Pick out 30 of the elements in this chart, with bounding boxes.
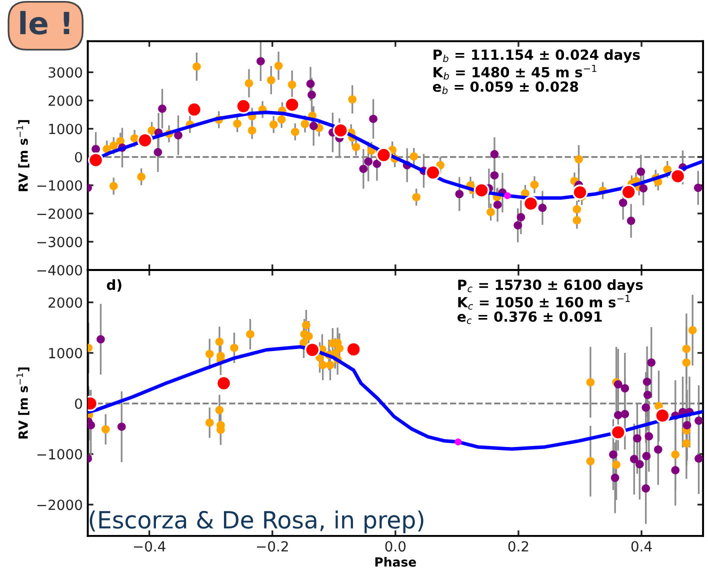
y-tick-label: 2000 (48, 95, 82, 106)
y-tick-label: −2000 (37, 208, 82, 219)
y-axis-title: RV [m s$^{−1}$] (16, 367, 30, 439)
y-tick-label: 1000 (49, 124, 82, 134)
y-axis-title: RV [m s$^{−1}$] (16, 120, 30, 192)
y-tick-label: 0 (75, 398, 82, 409)
y-tick-label: −3000 (37, 236, 82, 248)
annotation: P$_{b}$ = 111.154 ± 0.024 days (434, 49, 640, 63)
annotation: e$_{c}$ = 0.376 ± 0.091 (458, 311, 602, 324)
y-tick-label: −1000 (37, 180, 82, 191)
x-axis-title: Phase (375, 557, 416, 567)
y-tick-label: 1000 (49, 348, 82, 358)
y-tick-label: −1000 (37, 449, 82, 460)
y-tick-label: 2000 (48, 297, 82, 308)
x-tick-label: −0.4 (134, 541, 166, 552)
annotation: (Escorza & De Rosa, in prep) (90, 510, 424, 534)
annotation: d) (106, 279, 122, 292)
annotation: K$_{c}$ = 1050 ± 160 m s$^{−1}$ (458, 294, 630, 310)
x-tick-label: 0.4 (631, 541, 652, 552)
y-tick-label: 0 (75, 152, 82, 162)
y-tick-label: 3000 (48, 67, 82, 78)
annotation: e$_{b}$ = 0.059 ± 0.028 (432, 81, 578, 94)
x-tick-label: 0.0 (385, 541, 406, 552)
x-tick-label: −0.2 (256, 541, 288, 552)
annotation: P$_{c}$ = 15730 ± 6100 days (458, 279, 643, 293)
text: le ! (20, 10, 70, 35)
y-tick-label: −4000 (37, 264, 82, 276)
y-tick-label: −2000 (37, 500, 82, 510)
annotation: K$_{b}$ = 1480 ± 45 m s$^{−1}$ (434, 64, 596, 80)
x-tick-label: 0.2 (508, 541, 528, 552)
